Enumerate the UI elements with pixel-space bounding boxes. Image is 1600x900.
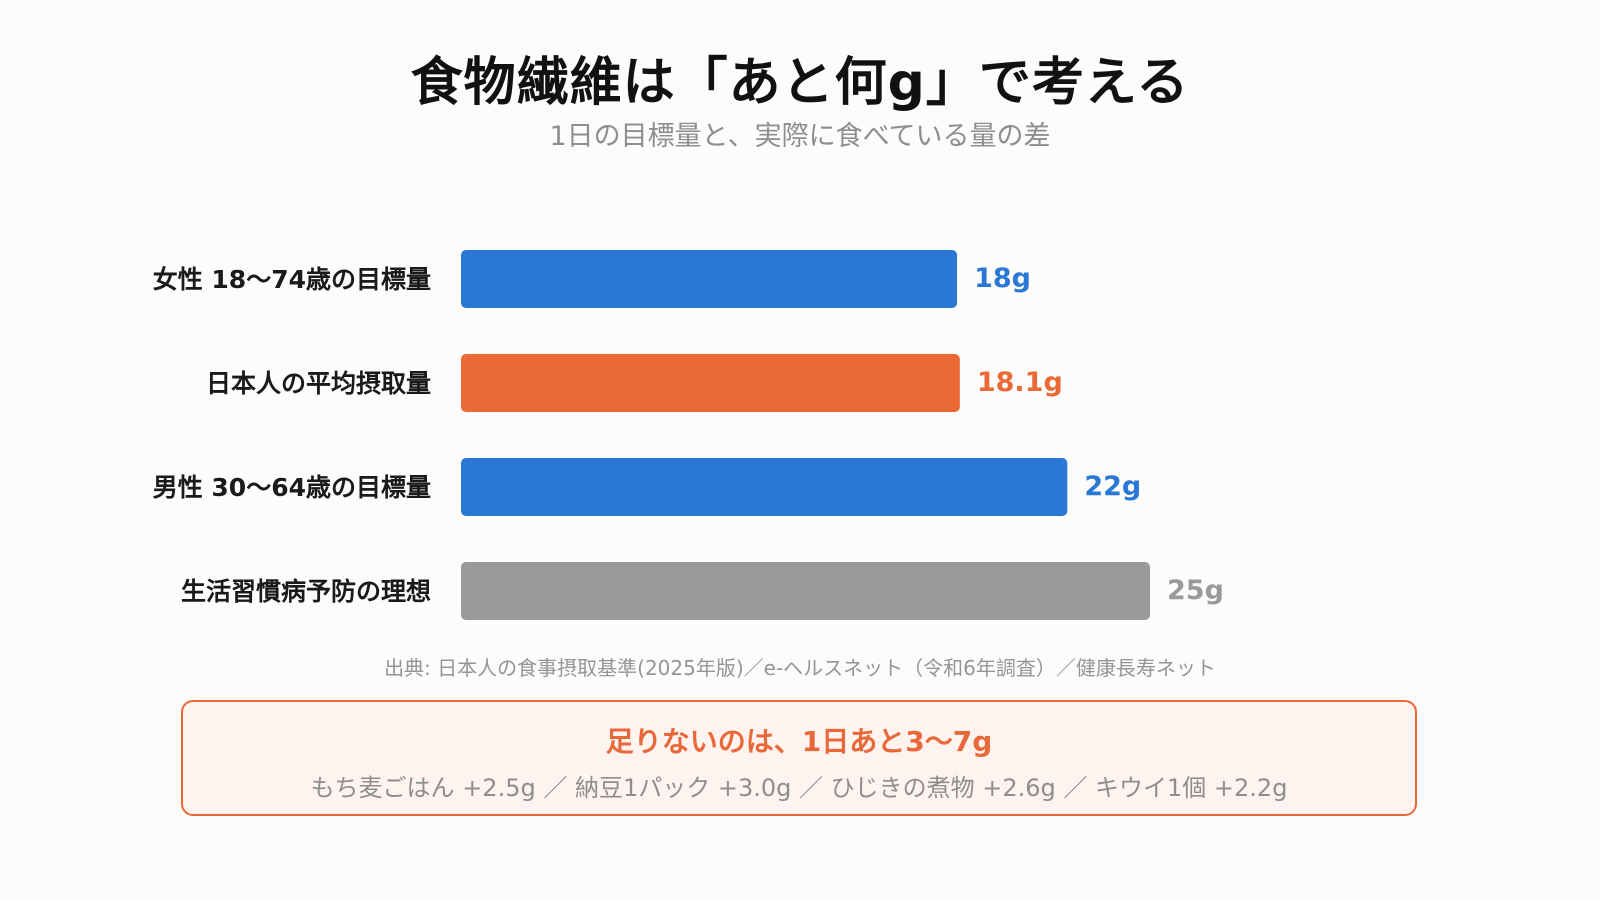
page-subtitle: 1日の目標量と、実際に食べている量の差 xyxy=(549,121,1051,152)
category-label: 日本人の平均摂取量 xyxy=(206,369,431,398)
value-label: 18.1g xyxy=(977,367,1063,398)
bar-chart: 女性 18〜74歳の目標量 18g 日本人の平均摂取量 18.1g 男性 30〜64歳の… xyxy=(153,250,1224,620)
value-label: 22g xyxy=(1084,471,1141,502)
value-label: 25g xyxy=(1167,575,1224,606)
value-label: 18g xyxy=(974,263,1031,294)
page-title: 食物繊維は「あと何g」で考える xyxy=(410,53,1190,113)
bar xyxy=(461,354,960,412)
category-label: 男性 30〜64歳の目標量 xyxy=(153,473,431,502)
source-note: 出典: 日本人の食事摂取基準(2025年版)／e-ヘルスネット（令和6年調査）／… xyxy=(384,656,1216,680)
shortfall-callout: 足りないのは、1日あと3〜7g もち麦ごはん +2.5g ／ 納豆1パック +3… xyxy=(181,700,1417,816)
callout-heading: 足りないのは、1日あと3〜7g xyxy=(605,725,993,758)
bar xyxy=(461,458,1068,516)
category-label: 女性 18〜74歳の目標量 xyxy=(153,265,431,294)
bar xyxy=(461,250,958,308)
callout-food-list: もち麦ごはん +2.5g ／ 納豆1パック +3.0g ／ ひじきの煮物 +2.… xyxy=(310,774,1288,802)
bar xyxy=(461,562,1150,620)
category-label: 生活習慣病予防の理想 xyxy=(181,577,431,606)
